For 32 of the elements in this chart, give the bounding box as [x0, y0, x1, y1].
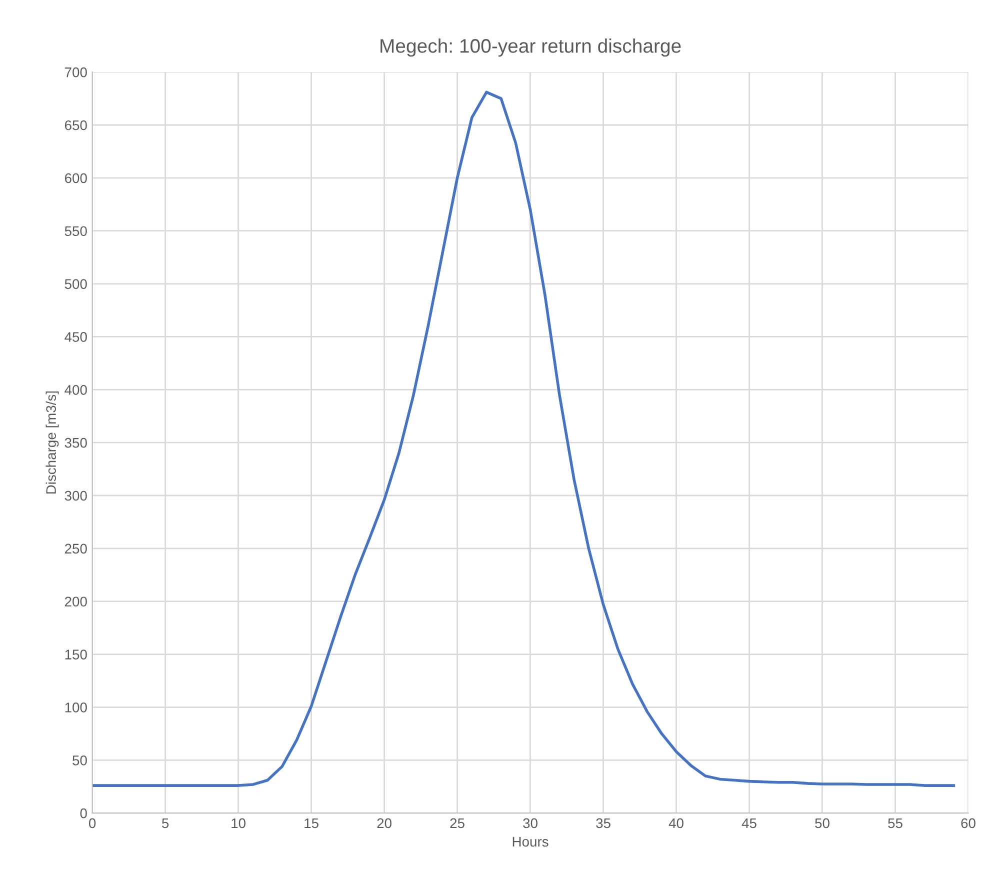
x-tick-label: 25 — [450, 818, 464, 828]
x-tick-label: 20 — [377, 818, 392, 828]
line-series — [92, 90, 956, 787]
y-tick-label: 700 — [64, 67, 87, 78]
x-tick-label: 55 — [888, 818, 902, 828]
chart-title: Megech: 100-year return discharge — [380, 38, 681, 57]
x-tick-label: 0 — [88, 818, 96, 828]
x-tick-label: 60 — [961, 818, 976, 828]
y-tick-label: 650 — [64, 120, 87, 130]
y-tick-label: 350 — [64, 438, 87, 448]
y-tick-label: 500 — [64, 279, 87, 289]
x-axis-title: Hours — [512, 836, 548, 847]
y-tick-label: 400 — [64, 384, 87, 395]
y-tick-label: 0 — [80, 808, 87, 818]
y-tick-label: 100 — [65, 702, 87, 712]
y-tick-label: 150 — [65, 650, 87, 660]
y-tick-label: 50 — [72, 755, 87, 766]
x-tick-label: 40 — [668, 818, 684, 828]
y-axis-title: Discharge [m3/s] — [46, 391, 59, 494]
x-tick-label: 35 — [596, 818, 610, 828]
y-tick-label: 450 — [64, 332, 87, 342]
x-tick-label: 10 — [232, 818, 246, 828]
y-tick-label: 600 — [64, 173, 87, 184]
x-tick-label: 5 — [162, 818, 169, 828]
x-tick-label: 30 — [523, 818, 538, 828]
y-tick-label: 200 — [64, 596, 87, 607]
x-tick-label: 45 — [742, 818, 756, 828]
y-tick-label: 300 — [64, 490, 87, 501]
y-tick-label: 550 — [64, 226, 87, 236]
y-tick-label: 250 — [64, 544, 87, 554]
x-tick-label: 50 — [815, 818, 830, 828]
x-tick-label: 15 — [304, 818, 318, 828]
